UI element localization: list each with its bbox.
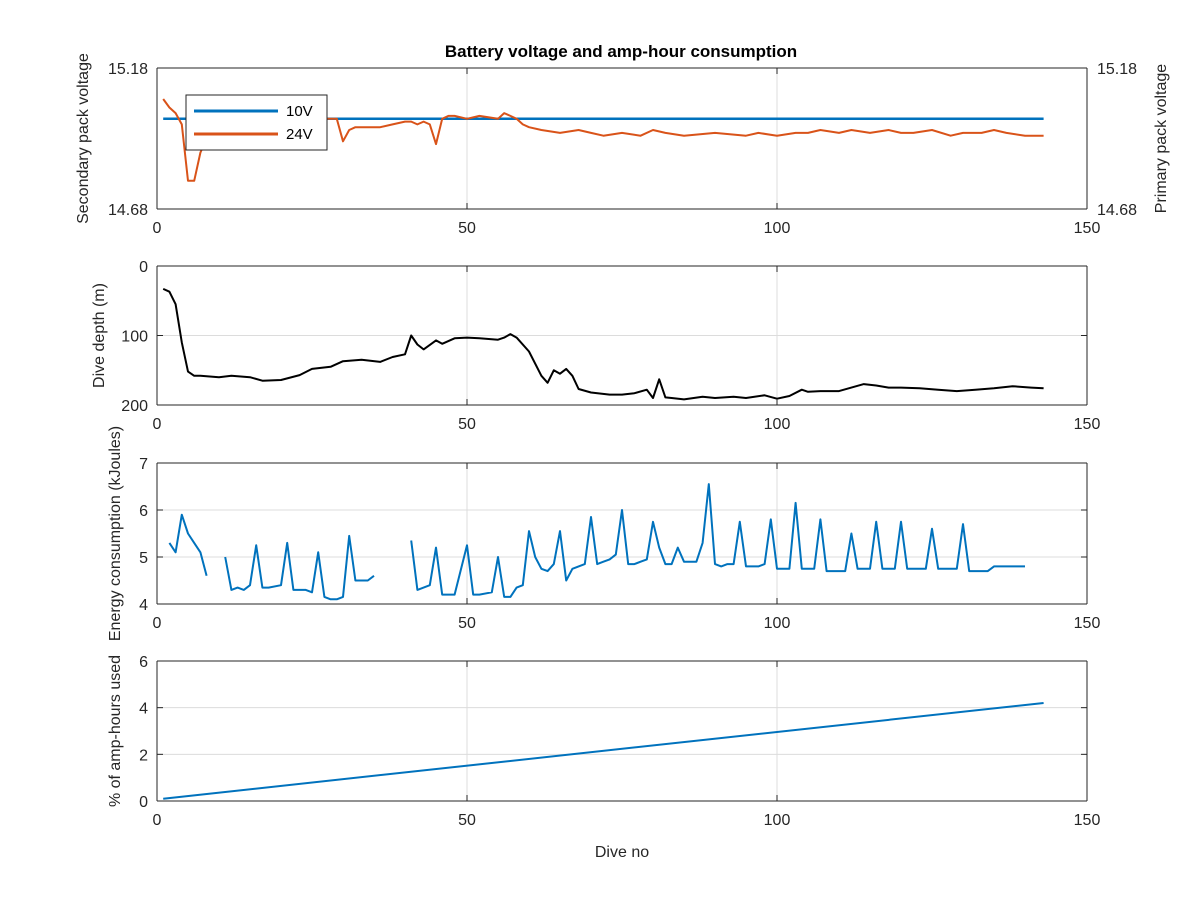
chart-panel-4: 0 50 100 150 0 2 4 6 % of amp-hours used Dive no	[107, 654, 1100, 861]
y-tick-label: 14.68	[108, 202, 148, 219]
y-axis-label-right: Primary pack voltage	[1153, 64, 1170, 213]
series-line-1	[168, 513, 208, 577]
x-tick-label: 150	[1074, 812, 1101, 829]
legend-label-24v: 24V	[286, 126, 313, 143]
legend-label-10v: 10V	[286, 103, 313, 120]
x-tick-label: 100	[764, 812, 791, 829]
x-tick-label: 150	[1074, 220, 1101, 237]
y-tick-label: 0	[139, 794, 148, 811]
x-tick-label: 0	[153, 812, 162, 829]
y-tick-label: 200	[121, 398, 148, 415]
x-tick-label: 150	[1074, 615, 1101, 632]
y-axis-label: % of amp-hours used	[107, 655, 124, 807]
x-tick-label: 0	[153, 416, 162, 433]
x-tick-label: 0	[153, 220, 162, 237]
chart-title: Battery voltage and amp-hour consumption	[445, 42, 797, 61]
y-right-tick-label: 15.18	[1097, 61, 1137, 78]
chart-panel-2: 0 50 100 150 0 100 200 Dive depth (m)	[91, 259, 1100, 433]
y-axis-label: Dive depth (m)	[91, 283, 108, 388]
y-axis-label: Energy consumption (kJoules)	[107, 426, 124, 641]
y-tick-label: 6	[139, 503, 148, 520]
x-tick-label: 100	[764, 220, 791, 237]
y-axis-label: Secondary pack voltage	[75, 53, 92, 224]
x-tick-label: 50	[458, 416, 476, 433]
y-tick-label: 5	[139, 550, 148, 567]
y-right-tick-label: 14.68	[1097, 202, 1137, 219]
x-tick-label: 50	[458, 220, 476, 237]
x-tick-label: 100	[764, 615, 791, 632]
x-tick-label: 50	[458, 615, 476, 632]
chart-panel-3: 0 50 100 150 4 5 6 7 Energy consumption (kJoules…	[107, 426, 1100, 641]
y-tick-label: 100	[121, 329, 148, 346]
x-tick-label: 150	[1074, 416, 1101, 433]
x-tick-label: 50	[458, 812, 476, 829]
x-tick-label: 0	[153, 615, 162, 632]
series-line-1	[163, 702, 1044, 800]
y-tick-label: 0	[139, 259, 148, 276]
y-tick-label: 7	[139, 456, 148, 473]
y-tick-label: 4	[139, 701, 148, 718]
series-line-1	[224, 534, 375, 601]
y-tick-label: 4	[139, 597, 148, 614]
series-line-1	[162, 287, 1044, 401]
x-axis-label: Dive no	[595, 844, 649, 861]
x-tick-label: 100	[764, 416, 791, 433]
y-tick-label: 15.18	[108, 61, 148, 78]
series-line-1	[410, 483, 1025, 598]
legend-box	[185, 94, 328, 151]
y-tick-label: 6	[139, 654, 148, 671]
y-tick-label: 2	[139, 747, 148, 764]
